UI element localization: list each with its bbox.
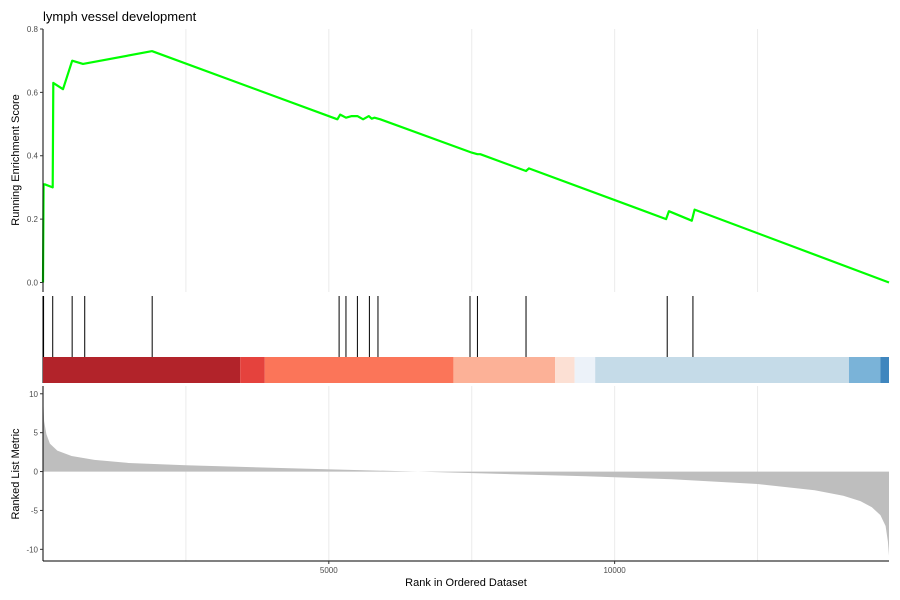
es-y-tick-label: 0.4 <box>27 152 39 161</box>
enrichment-score-line <box>41 50 890 284</box>
ranked-metric-panel: 10 5 0 -5 -10 5000 10000 <box>26 386 889 575</box>
x-tick-label: 10000 <box>603 566 626 575</box>
es-y-tick-label: 0.8 <box>27 25 39 34</box>
colorbar-segment <box>43 357 241 383</box>
es-y-tick-label: 0.0 <box>27 278 39 287</box>
ranked-y-tick-label: -5 <box>31 506 39 515</box>
colorbar-segment <box>264 357 454 383</box>
enrichment-score-panel: 0.0 0.2 0.4 0.6 0.8 <box>27 25 890 292</box>
chart-title: lymph vessel development <box>43 9 197 24</box>
ranked-y-axis-label: Ranked List Metric <box>10 428 22 520</box>
colorbar-segment <box>453 357 556 383</box>
ranked-y-tick-label: 10 <box>29 390 38 399</box>
colorbar-segment <box>595 357 849 383</box>
ranked-y-tick-label: 5 <box>34 429 39 438</box>
colorbar-segment <box>555 357 575 383</box>
colorbar-segment <box>848 357 881 383</box>
es-y-tick-label: 0.6 <box>27 88 39 97</box>
colorbar-segment <box>240 357 265 383</box>
colorbar-segment <box>880 357 889 383</box>
x-axis-label: Rank in Ordered Dataset <box>405 577 527 589</box>
ranked-metric-area <box>43 393 889 556</box>
rank-colorbar-panel <box>43 357 889 383</box>
es-y-axis-label: Running Enrichment Score <box>10 94 22 225</box>
colorbar-segment <box>574 357 596 383</box>
ranked-y-tick-label: -10 <box>26 545 38 554</box>
ranked-y-tick-label: 0 <box>34 468 39 477</box>
es-y-tick-label: 0.2 <box>27 215 39 224</box>
x-tick-label: 5000 <box>320 566 338 575</box>
